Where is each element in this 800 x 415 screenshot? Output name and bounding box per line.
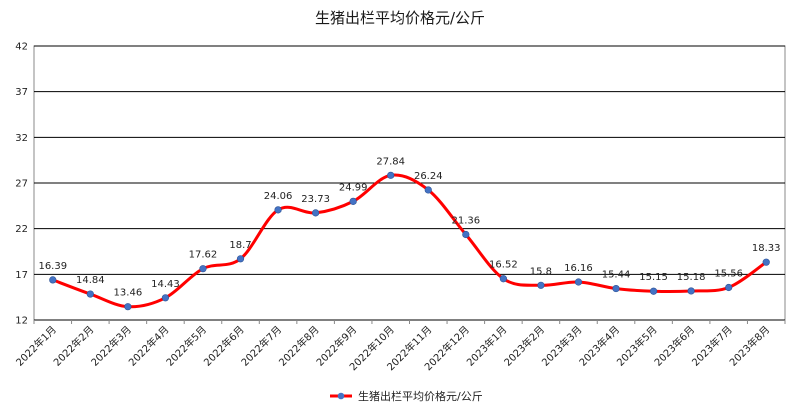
x-tick-label: 2023年8月 [727, 323, 773, 369]
legend-marker-swatch [337, 392, 345, 400]
data-point [312, 209, 320, 217]
data-label: 15.44 [602, 270, 631, 281]
y-axis: 12 17 22 27 32 37 42 [15, 42, 28, 327]
data-label: 18.7 [229, 240, 251, 251]
data-point [124, 303, 132, 311]
data-point [462, 230, 470, 239]
data-label: 14.84 [76, 275, 105, 286]
data-point [762, 258, 770, 266]
y-tick-label: 17 [15, 270, 28, 281]
data-label: 14.43 [151, 279, 180, 290]
data-label: 27.84 [376, 156, 405, 167]
data-label: 17.62 [189, 250, 218, 261]
data-label: 23.73 [301, 194, 330, 205]
data-point [49, 276, 57, 284]
data-point [424, 186, 432, 194]
data-label: 24.06 [264, 191, 293, 202]
data-label: 13.46 [114, 288, 143, 299]
data-label: 16.16 [564, 263, 593, 274]
data-label: 26.24 [414, 171, 443, 182]
y-tick-label: 32 [15, 133, 28, 144]
y-tick-label: 12 [15, 316, 28, 327]
data-labels: 16.39 14.84 13.46 14.43 17.62 18.7 24.06 23.73 2… [38, 156, 780, 298]
data-point [161, 294, 170, 302]
gridlines [34, 45, 785, 321]
data-point [649, 287, 658, 295]
data-label: 16.52 [489, 260, 518, 271]
data-point [274, 206, 282, 214]
y-tick-label: 37 [15, 87, 28, 98]
data-point [687, 287, 695, 295]
data-point [612, 284, 620, 293]
data-label: 16.39 [38, 261, 67, 272]
y-tick-label: 22 [15, 224, 28, 235]
data-point [236, 255, 245, 263]
y-tick-label: 42 [15, 42, 28, 53]
data-point [349, 197, 357, 205]
legend: 生猪出栏平均价格元/公斤 [330, 389, 483, 403]
legend-entry: 生猪出栏平均价格元/公斤 [358, 389, 483, 403]
data-label: 15.56 [714, 268, 743, 279]
data-label: 15.18 [677, 272, 706, 283]
data-point [86, 290, 94, 298]
data-label: 21.36 [452, 216, 481, 227]
data-label: 24.99 [339, 182, 368, 193]
data-point [574, 278, 583, 286]
data-label: 15.8 [530, 266, 552, 277]
chart-title: 生猪出栏平均价格元/公斤 [315, 9, 485, 27]
data-label: 18.33 [752, 243, 781, 254]
data-point [199, 265, 207, 273]
data-label: 15.15 [639, 272, 668, 283]
data-point [499, 275, 507, 283]
data-point [387, 171, 395, 179]
data-point [537, 281, 545, 289]
series-markers [49, 171, 770, 311]
x-axis: 2022年1月2022年2月2022年3月2022年4月2022年5月2022年… [13, 320, 786, 373]
series-line [52, 173, 768, 309]
y-tick-label: 27 [15, 179, 28, 190]
data-point [725, 283, 733, 292]
